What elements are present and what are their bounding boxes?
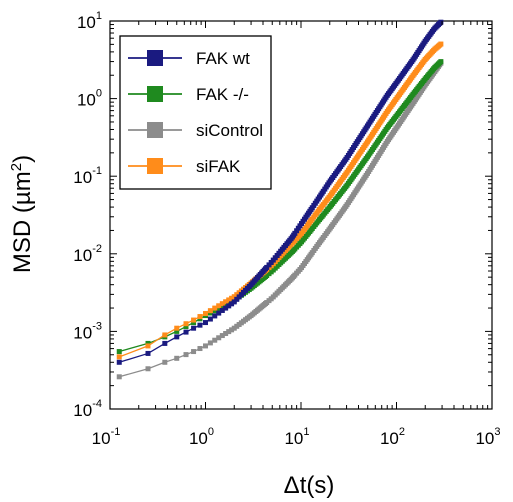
y-tick-label: 10-4: [73, 398, 102, 420]
legend-entry: FAK wt: [128, 49, 250, 68]
data-point: [219, 333, 225, 339]
data-point: [183, 329, 189, 335]
series-fak-: [116, 59, 444, 355]
data-point: [226, 329, 232, 335]
data-point: [229, 327, 235, 333]
data-point: [223, 299, 229, 305]
x-tick-label: 10-1: [92, 426, 121, 448]
legend-marker: [147, 86, 163, 102]
y-axis-title-close: ): [9, 155, 36, 163]
data-point: [174, 325, 180, 331]
data-point: [438, 59, 444, 65]
data-point: [264, 264, 270, 270]
data-point: [212, 313, 218, 319]
y-axis-title: MSD (µm2): [8, 155, 36, 273]
data-point: [216, 310, 222, 316]
data-point: [438, 19, 444, 25]
legend-entry: siControl: [128, 121, 263, 140]
y-tick-label: 10-2: [73, 243, 102, 265]
data-point: [226, 297, 232, 303]
data-point: [183, 352, 189, 358]
data-point: [212, 305, 218, 311]
legend-marker: [147, 50, 163, 66]
series-fak-wt: [116, 19, 444, 365]
legend-marker: [147, 158, 163, 174]
legend-label: FAK -/-: [196, 85, 249, 104]
y-axis-title-main: MSD (µm: [9, 171, 36, 273]
data-point: [116, 359, 122, 365]
x-tick-label: 100: [189, 426, 214, 448]
y-tick-label: 100: [77, 88, 102, 110]
data-point: [203, 311, 208, 317]
data-point: [191, 349, 197, 355]
data-point: [162, 340, 168, 346]
data-point: [216, 303, 222, 309]
data-point: [174, 328, 180, 334]
data-point: [231, 299, 237, 305]
data-point: [219, 304, 225, 310]
data-point: [145, 343, 151, 349]
y-tick-label: 10-1: [73, 165, 102, 187]
data-point: [219, 301, 225, 307]
data-point: [223, 305, 229, 311]
data-point: [223, 331, 229, 336]
data-point: [191, 325, 197, 331]
x-tick-label: 103: [475, 426, 500, 448]
data-point: [162, 359, 168, 365]
data-point: [116, 349, 122, 355]
data-point: [207, 316, 213, 322]
data-point: [438, 41, 444, 47]
data-point: [231, 325, 237, 331]
data-point: [207, 308, 213, 314]
legend-label: FAK wt: [196, 49, 250, 68]
data-point: [292, 230, 298, 236]
data-point: [191, 317, 197, 323]
data-point: [145, 350, 151, 356]
data-point: [116, 374, 122, 380]
data-point: [174, 355, 180, 361]
data-point: [229, 295, 235, 301]
data-point: [116, 354, 122, 360]
y-tick-label: 10-3: [73, 320, 102, 342]
data-point: [231, 294, 237, 300]
data-point: [212, 337, 218, 343]
data-point: [197, 322, 203, 328]
data-point: [229, 301, 235, 307]
data-point: [223, 302, 229, 308]
y-tick-label: 101: [77, 10, 102, 32]
data-point: [216, 335, 222, 341]
data-point: [203, 343, 208, 349]
data-point: [174, 334, 180, 340]
legend-box: [119, 35, 272, 190]
legend-label: siControl: [196, 121, 263, 140]
data-point: [203, 320, 208, 326]
legend-entry: FAK -/-: [128, 85, 249, 104]
data-point: [162, 332, 168, 338]
data-point: [207, 340, 213, 346]
data-point: [212, 308, 218, 314]
x-axis-title: Δt(s): [284, 472, 335, 499]
data-point: [226, 303, 232, 309]
y-axis-title-exponent: 2: [8, 163, 25, 171]
legend-marker: [147, 122, 163, 138]
data-point: [216, 306, 222, 312]
data-point: [145, 366, 151, 372]
x-tick-label: 101: [284, 426, 309, 448]
data-point: [183, 321, 189, 327]
legend-entry: siFAK: [128, 157, 241, 176]
data-point: [219, 307, 225, 313]
x-tick-label: 102: [380, 426, 405, 448]
data-point: [197, 314, 203, 320]
data-point: [183, 324, 189, 330]
legend-label: siFAK: [196, 157, 241, 176]
data-point: [197, 346, 203, 352]
